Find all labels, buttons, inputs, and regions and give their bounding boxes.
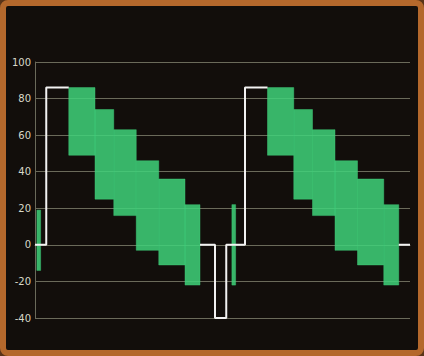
svg-text:80: 80 <box>18 93 31 104</box>
svg-text:20: 20 <box>18 203 31 214</box>
svg-text:40: 40 <box>18 166 31 177</box>
svg-text:-20: -20 <box>15 276 31 287</box>
svg-text:100: 100 <box>12 57 31 68</box>
svg-text:-40: -40 <box>15 313 31 324</box>
svg-text:60: 60 <box>18 130 31 141</box>
svg-text:0: 0 <box>25 239 31 250</box>
